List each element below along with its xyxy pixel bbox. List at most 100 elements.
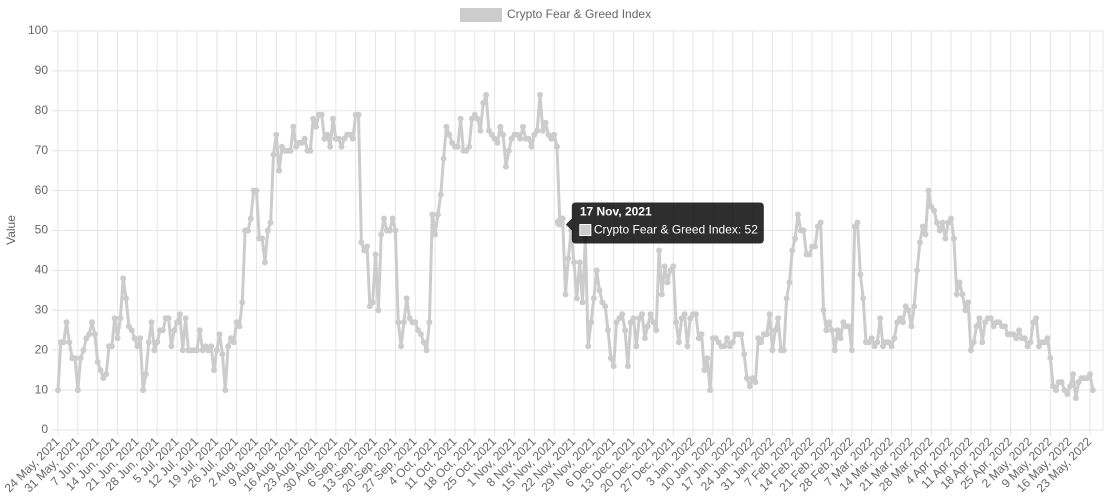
data-point — [66, 339, 73, 346]
data-point — [392, 227, 399, 234]
y-tick-label: 30 — [35, 302, 49, 316]
data-point — [1047, 355, 1054, 362]
data-point — [647, 311, 654, 318]
data-point — [925, 187, 932, 194]
data-point — [826, 319, 833, 326]
data-point — [979, 339, 986, 346]
data-point — [290, 123, 297, 130]
data-point — [159, 327, 166, 334]
data-point — [820, 307, 827, 314]
data-point — [239, 299, 246, 306]
data-point — [247, 215, 254, 222]
data-point — [769, 347, 776, 354]
data-point — [134, 343, 141, 350]
data-point — [553, 143, 560, 150]
data-point — [868, 335, 875, 342]
data-point — [783, 295, 790, 302]
data-point — [454, 143, 461, 150]
data-point — [171, 327, 178, 334]
data-point — [905, 307, 912, 314]
data-point — [854, 219, 861, 226]
data-point — [174, 319, 181, 326]
data-point — [97, 367, 104, 374]
data-point — [502, 163, 509, 170]
data-point — [650, 319, 657, 326]
data-point — [400, 319, 407, 326]
data-point — [707, 387, 714, 394]
data-point — [959, 291, 966, 298]
data-point — [86, 331, 93, 338]
data-point — [891, 335, 898, 342]
data-point — [590, 295, 597, 302]
data-point — [619, 311, 626, 318]
data-point — [956, 279, 963, 286]
data-point — [330, 115, 337, 122]
data-point — [301, 135, 308, 142]
data-point — [922, 231, 929, 238]
data-point — [571, 259, 577, 266]
data-point — [273, 131, 280, 138]
data-point — [108, 343, 115, 350]
data-point — [432, 231, 439, 238]
data-point — [877, 315, 884, 322]
data-point — [483, 91, 490, 98]
data-point — [216, 331, 223, 338]
data-point — [899, 319, 906, 326]
data-point — [576, 259, 583, 266]
data-point — [743, 375, 750, 382]
tooltip-box — [565, 202, 764, 244]
data-point — [837, 335, 844, 342]
data-point — [670, 263, 677, 270]
data-point — [605, 327, 612, 334]
y-tick-label: 70 — [35, 143, 49, 157]
data-point — [551, 131, 558, 138]
data-point — [398, 343, 405, 350]
tooltip-title: 17 Nov, 2021 — [580, 205, 652, 219]
data-point — [259, 235, 266, 242]
legend-label: Crypto Fear & Greed Index — [507, 7, 651, 21]
data-point — [94, 359, 101, 366]
data-point — [624, 363, 631, 370]
data-point — [443, 123, 450, 130]
data-point — [423, 347, 430, 354]
data-point — [395, 319, 402, 326]
data-point — [480, 99, 487, 106]
data-point — [698, 331, 705, 338]
data-point — [117, 315, 124, 322]
y-tick-label: 0 — [41, 422, 48, 436]
tooltip-swatch — [579, 224, 592, 237]
data-point — [622, 327, 629, 334]
data-point — [661, 263, 668, 270]
legend-swatch — [460, 8, 502, 22]
data-point — [860, 295, 867, 302]
data-point — [675, 339, 682, 346]
data-point — [89, 319, 96, 326]
y-tick-label: 100 — [28, 23, 48, 37]
data-point — [179, 347, 186, 354]
data-point — [534, 127, 541, 134]
data-point — [327, 143, 334, 150]
data-point — [953, 291, 960, 298]
data-point — [724, 335, 731, 342]
data-point — [270, 151, 277, 158]
data-point — [372, 251, 379, 258]
data-point — [639, 311, 646, 318]
data-point — [738, 331, 745, 338]
data-point — [55, 387, 61, 394]
data-point — [375, 307, 382, 314]
data-point — [389, 215, 396, 222]
series-line — [56, 93, 1095, 400]
data-point — [644, 323, 651, 330]
data-point — [573, 295, 580, 302]
data-point — [916, 239, 923, 246]
data-point — [1016, 327, 1023, 334]
data-point — [752, 379, 759, 386]
data-point — [474, 115, 481, 122]
data-point — [77, 355, 84, 362]
data-point — [1033, 315, 1040, 322]
data-point — [794, 211, 801, 218]
data-point — [681, 311, 688, 318]
data-point — [721, 343, 728, 350]
y-tick-label: 60 — [35, 183, 49, 197]
